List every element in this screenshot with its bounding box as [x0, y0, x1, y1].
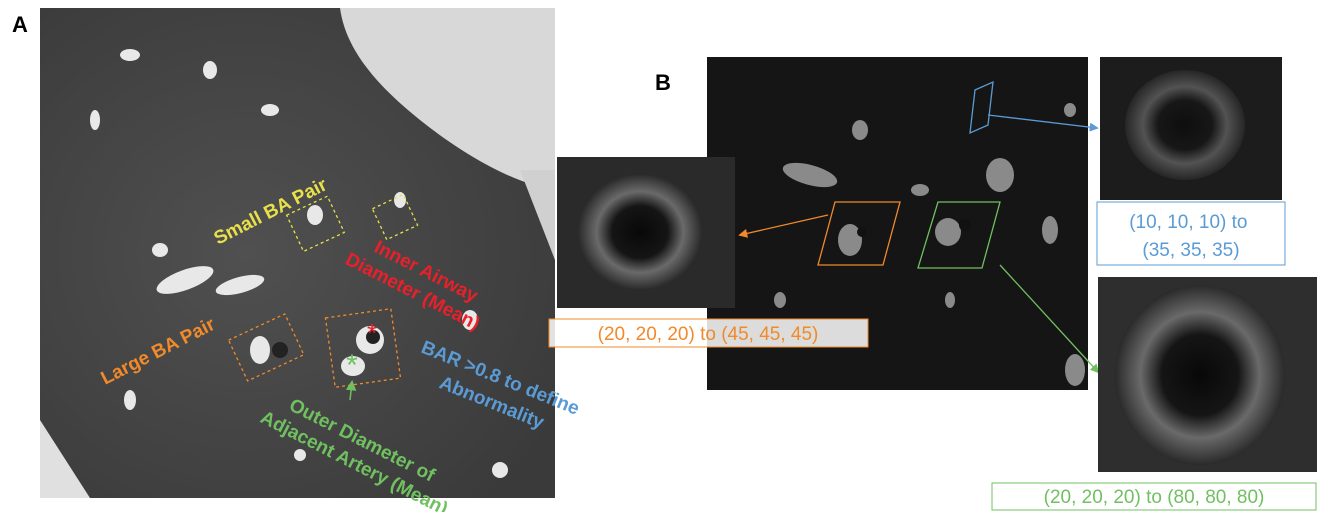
airway — [857, 227, 867, 237]
crop-label-line: (35, 35, 35) — [1142, 240, 1239, 261]
panel-a: * * A Small BA Pair Inner Airway Diamete… — [12, 8, 587, 512]
figure: * * A Small BA Pair Inner Airway Diamete… — [0, 0, 1317, 512]
panel-label: B — [655, 70, 671, 95]
panel-label: A — [12, 12, 28, 37]
crop-ring — [578, 174, 702, 290]
outer-star: * — [346, 349, 358, 382]
crop-ring — [1125, 70, 1245, 180]
crop-label-line: (20, 20, 20) to (45, 45, 45) — [598, 324, 819, 345]
crop-ring — [1115, 285, 1285, 465]
panel-b: B (20, 20, 20) to (45, 45, 45) — [549, 57, 1317, 510]
crop-label: (20, 20, 20) to (80, 80, 80) — [1044, 487, 1265, 508]
crop-label: (20, 20, 20) to (45, 45, 45) — [598, 324, 819, 345]
inner-star: * — [367, 318, 377, 348]
airway — [272, 342, 288, 358]
airway — [959, 219, 971, 231]
crop-label-line: (10, 10, 10) to — [1129, 212, 1247, 233]
crop-label-line: (20, 20, 20) to (80, 80, 80) — [1044, 487, 1265, 508]
